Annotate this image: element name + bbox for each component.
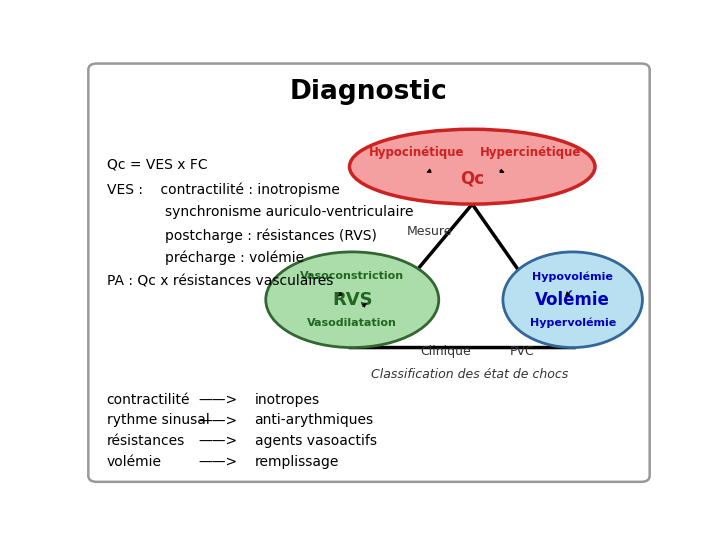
Text: remplissage: remplissage	[255, 455, 339, 469]
Text: Classification des état de chocs: Classification des état de chocs	[371, 368, 568, 381]
Text: postcharge : résistances (RVS): postcharge : résistances (RVS)	[166, 228, 377, 242]
Text: PVC: PVC	[510, 345, 535, 358]
Text: Qc: Qc	[460, 170, 485, 187]
Text: synchronisme auriculo-ventriculaire: synchronisme auriculo-ventriculaire	[166, 205, 414, 219]
Text: volémie: volémie	[107, 455, 162, 469]
Text: VES :    contractilité : inotropisme: VES : contractilité : inotropisme	[107, 183, 340, 197]
Text: ——>: ——>	[199, 455, 238, 469]
Text: Qc = VES x FC: Qc = VES x FC	[107, 158, 207, 172]
Text: Clinique: Clinique	[420, 345, 472, 358]
Text: agents vasoactifs: agents vasoactifs	[255, 434, 377, 448]
Text: contractilité: contractilité	[107, 393, 190, 407]
Text: rythme sinusal: rythme sinusal	[107, 413, 210, 427]
Text: Hypercinétique: Hypercinétique	[480, 146, 582, 159]
Text: ——>: ——>	[199, 393, 238, 407]
Text: PA : Qc x résistances vasculaires: PA : Qc x résistances vasculaires	[107, 274, 333, 288]
Text: Volémie: Volémie	[535, 291, 610, 309]
Text: ——>: ——>	[199, 413, 238, 427]
Text: Hypovolémie: Hypovolémie	[532, 272, 613, 282]
Text: Mesure: Mesure	[407, 226, 452, 239]
FancyBboxPatch shape	[89, 64, 649, 482]
Text: Hypocinétique: Hypocinétique	[369, 146, 464, 159]
Text: ——>: ——>	[199, 434, 238, 448]
Text: inotropes: inotropes	[255, 393, 320, 407]
Text: précharge : volémie: précharge : volémie	[166, 251, 305, 265]
Text: RVS: RVS	[332, 291, 372, 309]
Text: Vasodilatation: Vasodilatation	[307, 319, 397, 328]
Text: Diagnostic: Diagnostic	[290, 79, 448, 105]
Text: anti-arythmiques: anti-arythmiques	[255, 413, 374, 427]
Ellipse shape	[266, 252, 438, 348]
Text: résistances: résistances	[107, 434, 185, 448]
Text: Vasoconstriction: Vasoconstriction	[300, 271, 405, 281]
Text: Hypervolémie: Hypervolémie	[529, 318, 616, 328]
Ellipse shape	[503, 252, 642, 348]
Ellipse shape	[349, 129, 595, 204]
